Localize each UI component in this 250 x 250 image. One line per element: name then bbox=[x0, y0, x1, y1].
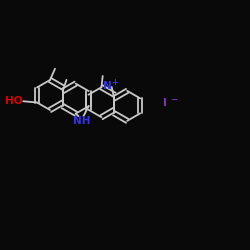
Text: NH: NH bbox=[74, 116, 91, 126]
Text: −: − bbox=[170, 95, 177, 104]
Text: HO: HO bbox=[4, 96, 22, 106]
Text: I: I bbox=[164, 98, 167, 108]
Text: N: N bbox=[104, 81, 112, 91]
Text: +: + bbox=[111, 78, 118, 87]
